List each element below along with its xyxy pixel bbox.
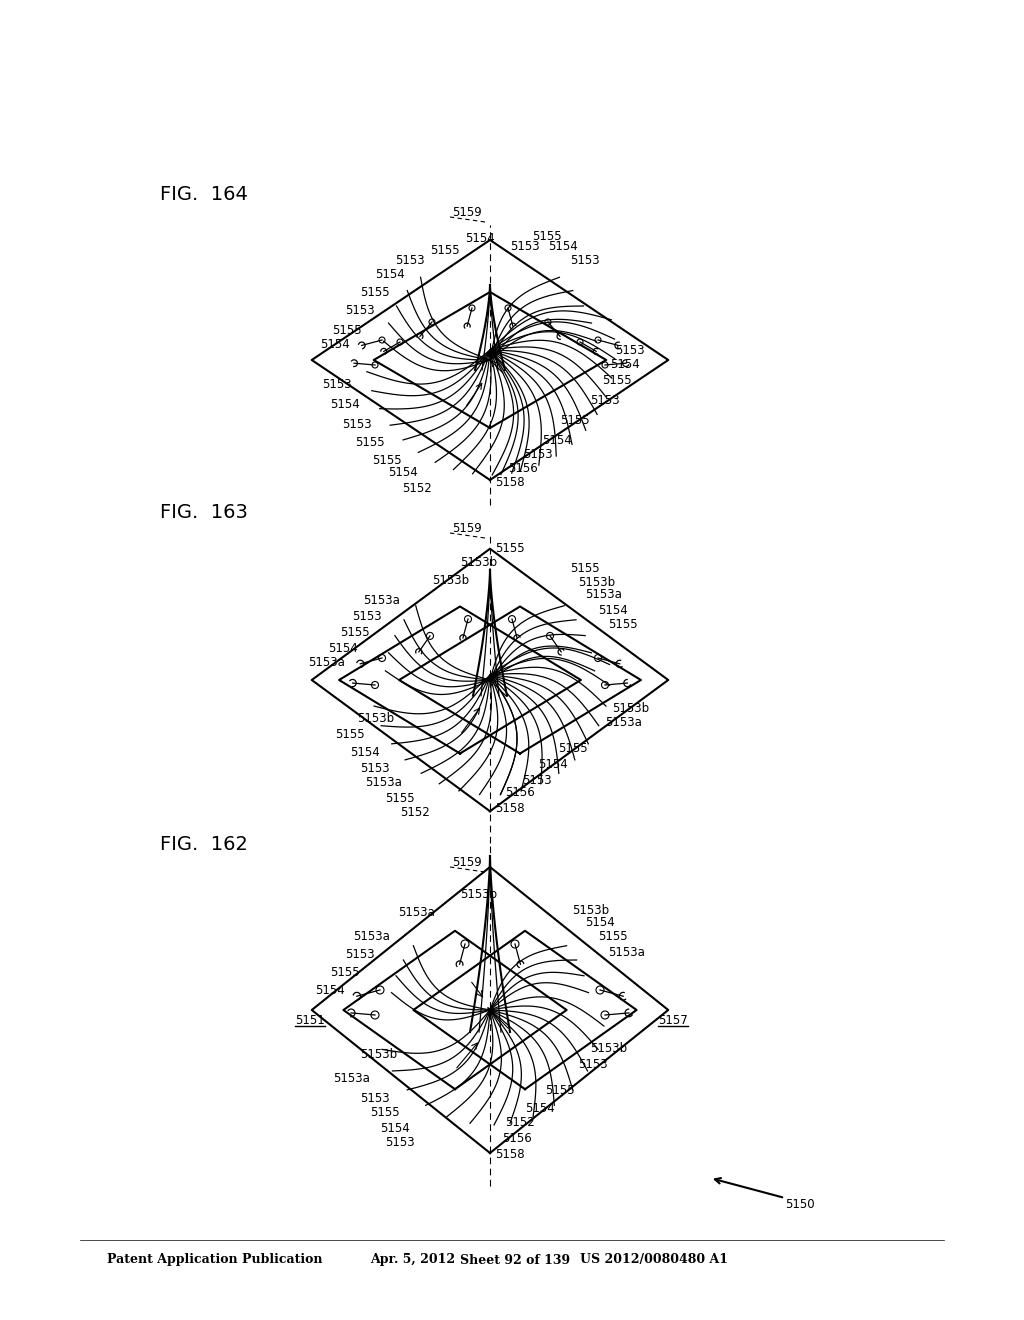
Text: 5155: 5155 bbox=[545, 1084, 574, 1097]
Text: 5153b: 5153b bbox=[432, 573, 469, 586]
Text: 5153: 5153 bbox=[352, 610, 382, 623]
Text: 5153a: 5153a bbox=[308, 656, 345, 668]
Text: 5152: 5152 bbox=[400, 807, 430, 820]
Text: 5156: 5156 bbox=[505, 787, 535, 800]
Text: 5152: 5152 bbox=[505, 1117, 535, 1130]
Text: 5153: 5153 bbox=[360, 1092, 390, 1105]
Text: 5153: 5153 bbox=[523, 449, 553, 462]
Text: 5154: 5154 bbox=[329, 642, 358, 655]
Text: 5153a: 5153a bbox=[398, 906, 435, 919]
Text: 5154: 5154 bbox=[380, 1122, 410, 1134]
Text: 5155: 5155 bbox=[560, 413, 590, 426]
Text: 5153b: 5153b bbox=[357, 711, 394, 725]
Text: 5158: 5158 bbox=[495, 1148, 524, 1162]
Text: 5154: 5154 bbox=[585, 916, 614, 928]
Text: 5154: 5154 bbox=[321, 338, 350, 351]
Text: 5153a: 5153a bbox=[353, 931, 390, 944]
Text: 5155: 5155 bbox=[355, 437, 385, 450]
Text: 5150: 5150 bbox=[785, 1199, 815, 1212]
Text: 5153b: 5153b bbox=[460, 888, 497, 902]
Text: 5153: 5153 bbox=[522, 774, 552, 787]
Text: 5155: 5155 bbox=[336, 729, 365, 742]
Text: 5158: 5158 bbox=[495, 801, 524, 814]
Text: 5156: 5156 bbox=[502, 1131, 531, 1144]
Text: 5153b: 5153b bbox=[578, 576, 615, 589]
Text: 5153: 5153 bbox=[345, 304, 375, 317]
Text: 5153b: 5153b bbox=[460, 556, 497, 569]
Text: 5156: 5156 bbox=[508, 462, 538, 474]
Text: FIG.  163: FIG. 163 bbox=[160, 503, 248, 521]
Text: 5153a: 5153a bbox=[366, 776, 402, 789]
Text: 5155: 5155 bbox=[385, 792, 415, 804]
Text: 5155: 5155 bbox=[360, 285, 390, 298]
Text: 5157: 5157 bbox=[658, 1014, 688, 1027]
Text: 5155: 5155 bbox=[331, 965, 360, 978]
Text: 5153: 5153 bbox=[578, 1059, 607, 1072]
Text: 5155: 5155 bbox=[495, 541, 524, 554]
Text: Apr. 5, 2012: Apr. 5, 2012 bbox=[370, 1254, 455, 1266]
Text: 5154: 5154 bbox=[610, 359, 640, 371]
Text: 5153: 5153 bbox=[345, 949, 375, 961]
Text: 5155: 5155 bbox=[430, 243, 460, 256]
Text: 5158: 5158 bbox=[495, 477, 524, 490]
Text: 5153a: 5153a bbox=[608, 945, 645, 958]
Text: 5159: 5159 bbox=[452, 855, 481, 869]
Text: 5154: 5154 bbox=[388, 466, 418, 479]
Text: 5153: 5153 bbox=[615, 343, 645, 356]
Text: 5155: 5155 bbox=[340, 626, 370, 639]
Text: 5155: 5155 bbox=[532, 230, 561, 243]
Text: 5155: 5155 bbox=[598, 931, 628, 944]
Text: 5155: 5155 bbox=[371, 1106, 400, 1119]
Text: 5154: 5154 bbox=[525, 1101, 555, 1114]
Text: US 2012/0080480 A1: US 2012/0080480 A1 bbox=[580, 1254, 728, 1266]
Text: 5155: 5155 bbox=[602, 374, 632, 387]
Text: Patent Application Publication: Patent Application Publication bbox=[106, 1254, 323, 1266]
Text: 5153a: 5153a bbox=[364, 594, 400, 606]
Text: 5153: 5153 bbox=[395, 253, 425, 267]
Text: 5155: 5155 bbox=[558, 742, 588, 755]
Text: 5154: 5154 bbox=[548, 240, 578, 253]
Text: 5154: 5154 bbox=[331, 399, 360, 412]
Text: 5153: 5153 bbox=[342, 418, 372, 432]
Text: 5154: 5154 bbox=[315, 983, 345, 997]
Text: 5153b: 5153b bbox=[360, 1048, 397, 1061]
Text: 5154: 5154 bbox=[465, 231, 495, 244]
Text: 5153b: 5153b bbox=[612, 701, 649, 714]
Text: 5153: 5153 bbox=[323, 379, 352, 392]
Text: 5152: 5152 bbox=[402, 482, 432, 495]
Text: 5154: 5154 bbox=[538, 759, 567, 771]
Text: 5159: 5159 bbox=[452, 206, 481, 219]
Text: 5155: 5155 bbox=[373, 454, 402, 466]
Text: 5154: 5154 bbox=[375, 268, 406, 281]
Text: 5154: 5154 bbox=[350, 747, 380, 759]
Text: 5153: 5153 bbox=[360, 762, 390, 775]
Text: 5159: 5159 bbox=[452, 521, 481, 535]
Text: 5155: 5155 bbox=[333, 323, 362, 337]
Text: 5154: 5154 bbox=[598, 603, 628, 616]
Text: FIG.  164: FIG. 164 bbox=[160, 186, 248, 205]
Text: 5153: 5153 bbox=[385, 1137, 415, 1150]
Text: FIG.  162: FIG. 162 bbox=[160, 836, 248, 854]
Text: 5153a: 5153a bbox=[333, 1072, 370, 1085]
Text: 5154: 5154 bbox=[542, 433, 571, 446]
Text: 5153b: 5153b bbox=[590, 1041, 627, 1055]
Text: 5153: 5153 bbox=[570, 253, 600, 267]
Text: 5153a: 5153a bbox=[585, 589, 622, 602]
Text: 5153: 5153 bbox=[590, 393, 620, 407]
Text: 5153b: 5153b bbox=[572, 903, 609, 916]
Text: 5151: 5151 bbox=[295, 1014, 325, 1027]
Text: Sheet 92 of 139: Sheet 92 of 139 bbox=[460, 1254, 570, 1266]
Text: 5155: 5155 bbox=[570, 561, 600, 574]
Text: 5153a: 5153a bbox=[605, 715, 642, 729]
Text: 5155: 5155 bbox=[608, 619, 638, 631]
Text: 5153: 5153 bbox=[510, 240, 540, 253]
